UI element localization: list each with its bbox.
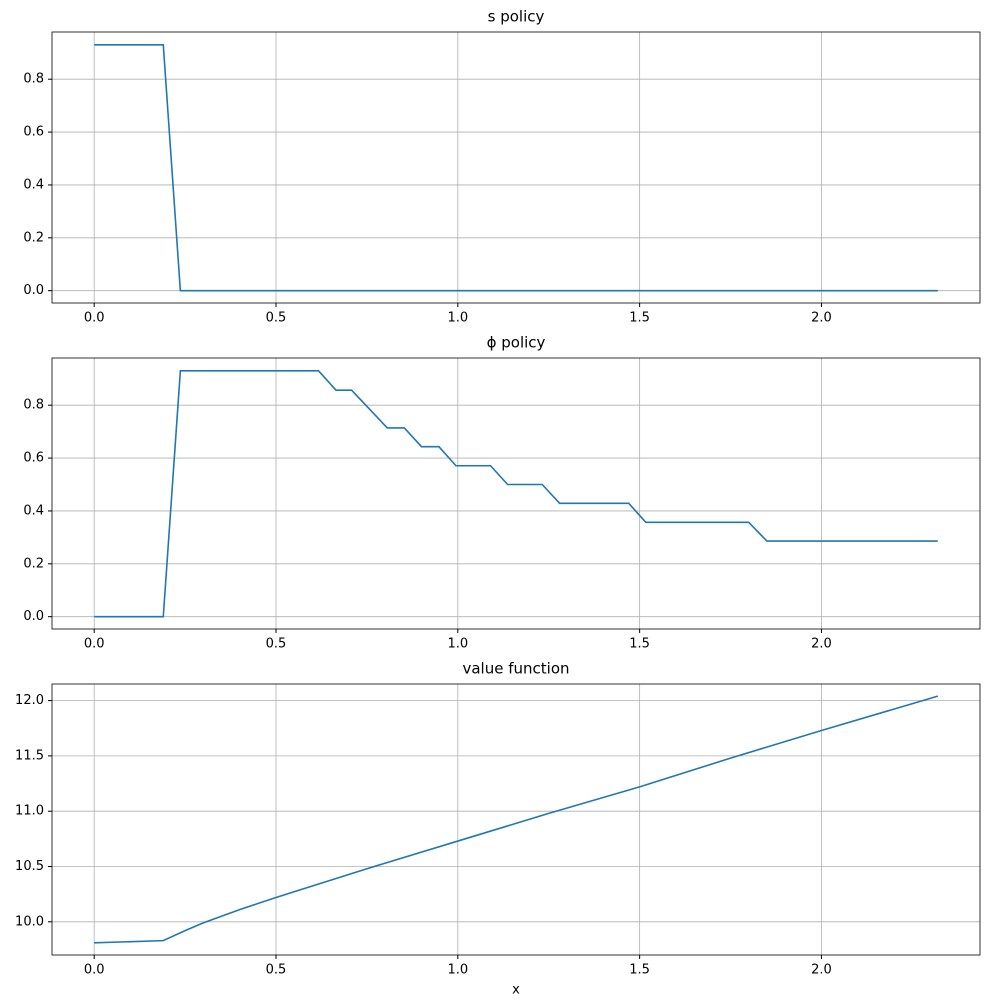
x-tick-label: 2.0 [811, 963, 832, 978]
y-tick-label: 0.2 [23, 556, 44, 571]
axes-frame [51, 31, 981, 304]
y-tick-label: 0.2 [23, 230, 44, 245]
x-tick-label: 0.5 [266, 637, 287, 652]
x-tick-label: 0.5 [266, 311, 287, 326]
y-tick-label: 0.0 [23, 283, 44, 298]
y-tick-label: 10.5 [15, 859, 44, 874]
axes-frame [51, 683, 981, 956]
line [94, 695, 939, 944]
y-tick-label: 0.8 [23, 398, 44, 413]
y-tick-label: 0.6 [23, 125, 44, 140]
x-tick-label: 2.0 [811, 637, 832, 652]
chart-title: ϕ policy [487, 334, 546, 352]
y-tick-label: 0.0 [23, 609, 44, 624]
y-tick-label: 11.5 [15, 748, 44, 763]
x-tick-label: 0.5 [266, 963, 287, 978]
y-tick-label: 11.0 [15, 804, 44, 819]
x-tick-label: 1.0 [447, 963, 468, 978]
y-tick-label: 0.4 [23, 177, 44, 192]
x-tick-label: 0.0 [84, 637, 105, 652]
x-tick-label: 0.0 [84, 311, 105, 326]
x-tick-label: 2.0 [811, 311, 832, 326]
x-tick-label: 0.0 [84, 963, 105, 978]
y-tick-label: 10.0 [15, 914, 44, 929]
x-tick-label: 1.5 [629, 311, 650, 326]
axes-frame [51, 357, 981, 630]
x-tick-label: 1.0 [447, 311, 468, 326]
chart-title: value function [462, 660, 569, 678]
x-tick-label: 1.0 [447, 637, 468, 652]
x-axis-label: x [512, 983, 520, 998]
x-tick-label: 1.5 [629, 637, 650, 652]
y-tick-label: 0.8 [23, 72, 44, 87]
x-tick-label: 1.5 [629, 963, 650, 978]
y-tick-label: 12.0 [15, 693, 44, 708]
line [94, 44, 938, 292]
chart-title: s policy [488, 8, 545, 26]
y-tick-label: 0.4 [23, 503, 44, 518]
line [94, 370, 938, 618]
y-tick-label: 0.6 [23, 451, 44, 466]
